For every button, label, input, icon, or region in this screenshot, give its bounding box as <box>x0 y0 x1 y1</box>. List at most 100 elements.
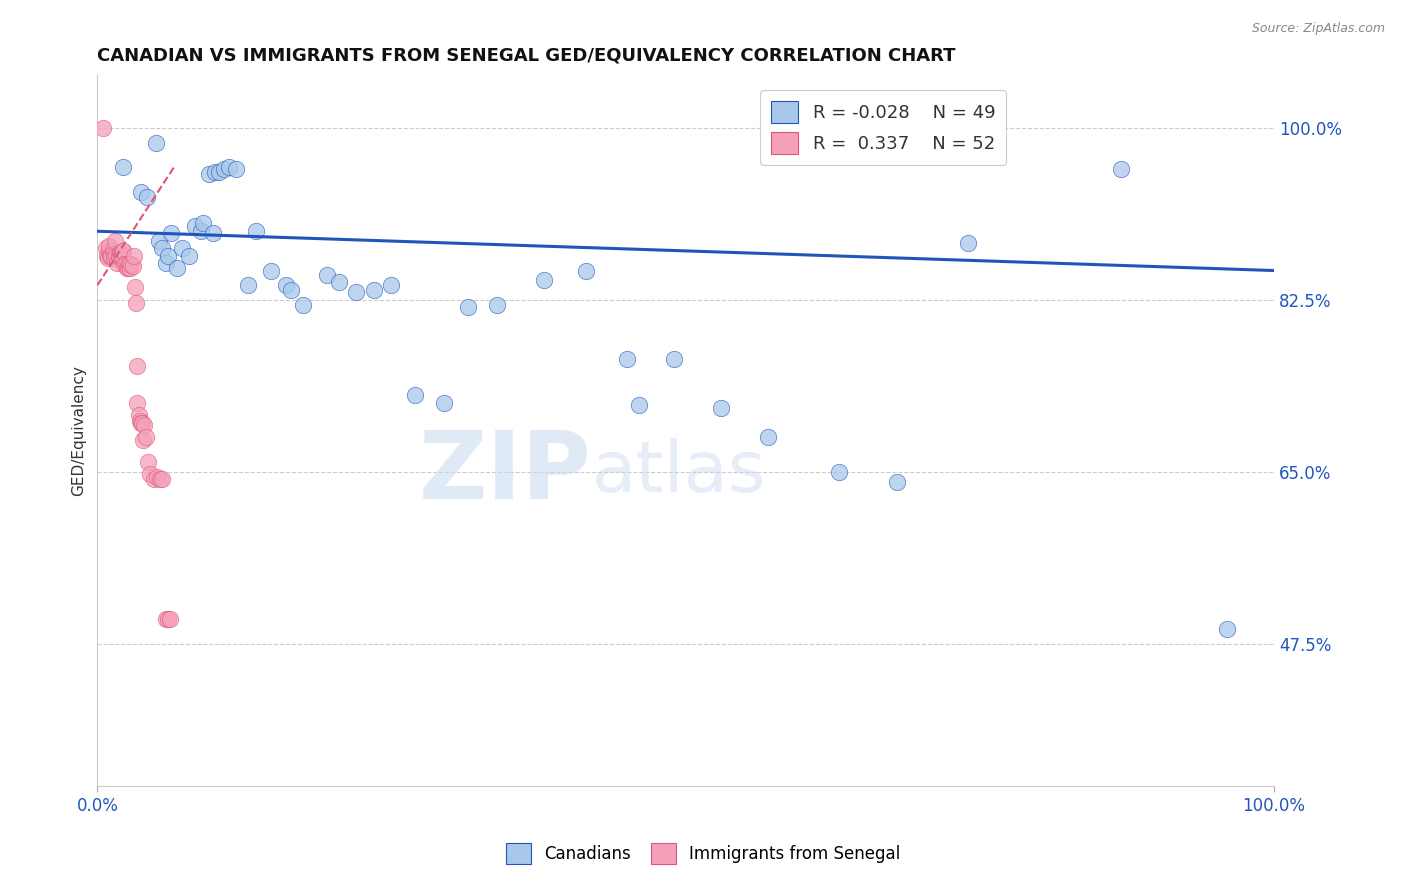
Point <box>103 251 125 265</box>
Point <box>121 257 143 271</box>
Legend: Canadians, Immigrants from Senegal: Canadians, Immigrants from Senegal <box>499 837 907 871</box>
Point <box>100 249 122 263</box>
Point <box>142 472 165 486</box>
Point <box>756 430 779 444</box>
Point <box>103 247 125 261</box>
Text: atlas: atlas <box>592 438 766 508</box>
Point <box>121 259 143 273</box>
Point <box>404 388 426 402</box>
Point <box>150 241 173 255</box>
Point <box>260 263 283 277</box>
Point <box>616 351 638 366</box>
Point <box>315 268 337 283</box>
Point <box>94 241 117 255</box>
Point <box>344 285 367 300</box>
Point <box>111 249 134 263</box>
Point <box>160 226 183 240</box>
Point <box>101 244 124 258</box>
Point <box>139 467 162 481</box>
Point <box>280 283 302 297</box>
Point <box>110 245 132 260</box>
Point <box>827 465 849 479</box>
Point <box>114 257 136 271</box>
Point <box>1216 622 1239 636</box>
Point <box>380 278 402 293</box>
Point <box>156 249 179 263</box>
Point <box>190 224 212 238</box>
Point <box>108 245 131 260</box>
Point <box>110 249 132 263</box>
Point <box>97 251 120 265</box>
Point <box>956 235 979 250</box>
Point <box>170 241 193 255</box>
Point <box>124 280 146 294</box>
Point <box>122 249 145 263</box>
Point <box>127 359 149 373</box>
Point <box>134 417 156 432</box>
Point <box>107 249 129 263</box>
Point <box>104 234 127 248</box>
Point <box>96 249 118 263</box>
Point <box>193 216 215 230</box>
Point <box>131 416 153 430</box>
Point <box>132 434 155 448</box>
Point <box>710 401 733 415</box>
Text: Source: ZipAtlas.com: Source: ZipAtlas.com <box>1251 22 1385 36</box>
Point <box>136 455 159 469</box>
Point <box>225 162 247 177</box>
Point <box>118 257 141 271</box>
Point <box>155 612 177 626</box>
Point <box>627 398 650 412</box>
Point <box>363 283 385 297</box>
Point <box>98 249 121 263</box>
Point <box>112 244 135 258</box>
Point <box>148 234 170 248</box>
Point <box>159 612 181 626</box>
Legend: R = -0.028    N = 49, R =  0.337    N = 52: R = -0.028 N = 49, R = 0.337 N = 52 <box>761 90 1007 165</box>
Point <box>204 165 226 179</box>
Point <box>129 185 152 199</box>
Point <box>112 257 135 271</box>
Point <box>135 430 157 444</box>
Point <box>146 470 169 484</box>
Point <box>145 136 167 150</box>
Point <box>105 249 128 263</box>
Point <box>245 224 267 238</box>
Point <box>457 300 479 314</box>
Point <box>214 162 236 177</box>
Point <box>274 278 297 293</box>
Point <box>107 249 129 263</box>
Point <box>150 472 173 486</box>
Point <box>184 219 207 234</box>
Point <box>129 416 152 430</box>
Point <box>125 296 148 310</box>
Point <box>156 612 179 626</box>
Point <box>292 298 315 312</box>
Point <box>201 226 224 240</box>
Point <box>155 255 177 269</box>
Point <box>236 278 259 293</box>
Point <box>1109 162 1132 177</box>
Text: ZIP: ZIP <box>419 427 592 519</box>
Point <box>117 260 139 275</box>
Point <box>207 165 229 179</box>
Point <box>91 121 114 136</box>
Point <box>128 414 150 428</box>
Point <box>112 161 135 175</box>
Point <box>198 167 221 181</box>
Text: CANADIAN VS IMMIGRANTS FROM SENEGAL GED/EQUIVALENCY CORRELATION CHART: CANADIAN VS IMMIGRANTS FROM SENEGAL GED/… <box>97 46 956 64</box>
Point <box>118 257 141 271</box>
Point <box>533 273 555 287</box>
Point <box>98 244 121 258</box>
Point <box>328 275 350 289</box>
Point <box>120 260 142 275</box>
Point <box>128 408 150 422</box>
Point <box>127 396 149 410</box>
Point <box>115 260 138 275</box>
Point <box>179 249 201 263</box>
Point <box>886 475 908 489</box>
Point <box>662 351 685 366</box>
Point <box>105 255 128 269</box>
Point <box>486 298 509 312</box>
Point <box>166 260 188 275</box>
